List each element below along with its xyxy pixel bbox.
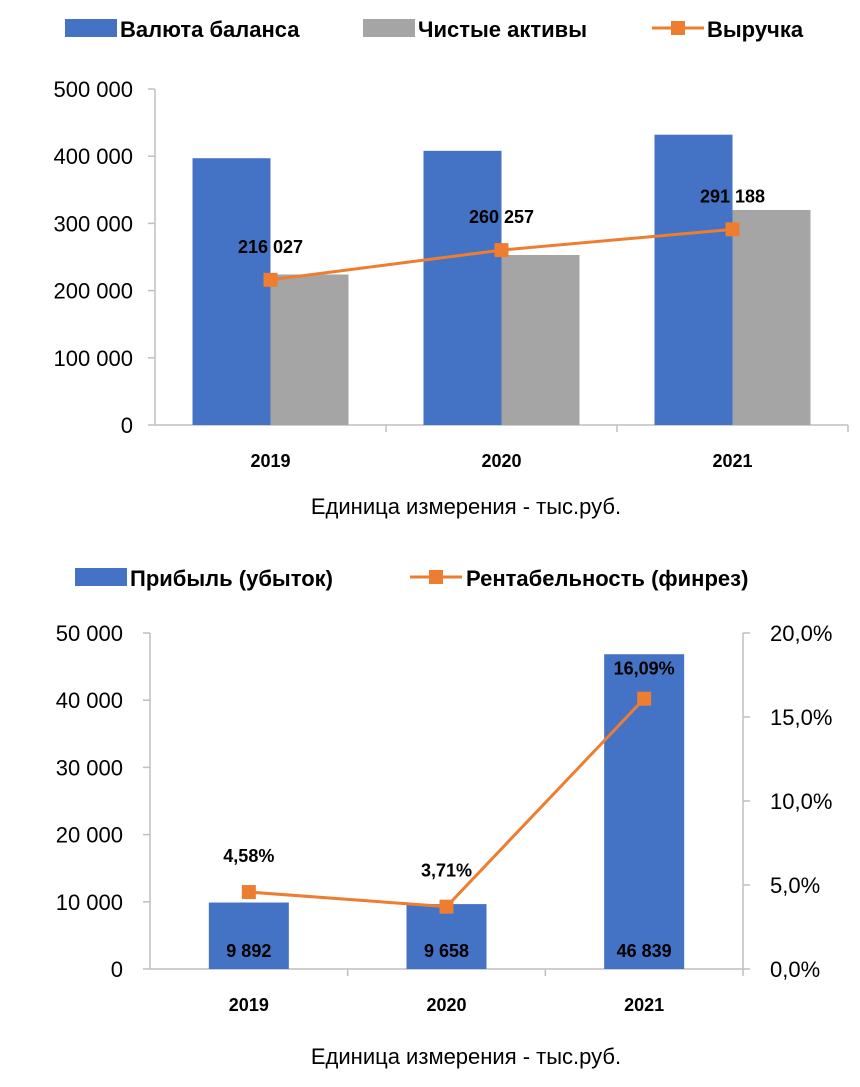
y-tick-label: 200 000	[53, 279, 133, 304]
revenue-data-label: 216 027	[238, 237, 303, 257]
profitability-data-label: 3,71%	[421, 861, 472, 881]
y-tick-label: 10 000	[56, 890, 123, 915]
y2-tick-label: 20,0%	[770, 621, 832, 646]
y-tick-label: 100 000	[53, 346, 133, 371]
chart1-x-axis-title: Единица измерения - тыс.руб.	[311, 494, 621, 519]
revenue-data-label: 291 188	[700, 186, 765, 206]
profit-data-label: 46 839	[617, 941, 672, 961]
profitability-marker	[439, 899, 454, 914]
revenue-marker	[263, 272, 278, 287]
chart2-profitability-line: 4,58% 3,71% 16,09%	[223, 659, 675, 914]
bar-profit	[604, 654, 685, 969]
profitability-marker	[241, 885, 256, 900]
bar-net-assets	[501, 254, 580, 425]
chart2-legend: Прибыль (убыток) Рентабельность (финрез)	[75, 566, 748, 591]
chart1-legend: Валюта баланса Чистые активы Выручка	[65, 17, 804, 42]
chart2-x-axis-title: Единица измерения - тыс.руб.	[311, 1044, 621, 1069]
bar-balance	[654, 134, 733, 426]
chart2-y-ticks: 0 10 000 20 000 30 000 40 000 50 000 0,0% 5,0% 1…	[56, 621, 833, 982]
y2-tick-label: 5,0%	[770, 873, 820, 898]
y2-tick-label: 10,0%	[770, 789, 832, 814]
chart2-bars: 9 892 9 658 46 839	[208, 654, 685, 969]
chart2-x-ticks: 2019 2020 2021	[229, 969, 744, 1015]
bar-balance	[423, 150, 502, 425]
legend-swatch-balance	[65, 19, 117, 37]
y-tick-label: 0	[111, 957, 123, 982]
bar-balance	[192, 158, 271, 425]
y-tick-label: 20 000	[56, 823, 123, 848]
revenue-data-label: 260 257	[469, 207, 534, 227]
y-tick-label: 30 000	[56, 755, 123, 780]
profitability-marker	[637, 691, 652, 706]
profit-data-label: 9 658	[424, 941, 469, 961]
x-tick-label: 2021	[712, 451, 752, 471]
legend-label-balance: Валюта баланса	[120, 17, 300, 42]
bar-profit	[208, 902, 289, 969]
y-tick-label: 300 000	[53, 211, 133, 236]
y2-tick-label: 0,0%	[770, 957, 820, 982]
chart-balance: Валюта баланса Чистые активы Выручка 0 10…	[53, 17, 849, 519]
bar-net-assets	[270, 274, 349, 425]
chart1-y-ticks: 0 100 000 200 000 300 000 400 000 500 000	[53, 77, 848, 438]
legend-marker-revenue	[671, 21, 685, 35]
x-tick-label: 2021	[624, 995, 664, 1015]
chart1-bars	[192, 134, 811, 426]
x-tick-label: 2019	[229, 995, 269, 1015]
y-tick-label: 50 000	[56, 621, 123, 646]
y-tick-label: 0	[121, 413, 133, 438]
y-tick-label: 500 000	[53, 77, 133, 102]
bar-profit	[406, 904, 487, 969]
legend-label-net-assets: Чистые активы	[418, 17, 587, 42]
revenue-marker	[725, 222, 740, 237]
revenue-marker	[494, 243, 509, 258]
y-tick-label: 400 000	[53, 144, 133, 169]
profit-data-label: 9 892	[226, 941, 271, 961]
profitability-data-label: 16,09%	[614, 659, 675, 679]
legend-swatch-profit	[75, 568, 127, 586]
legend-label-profit: Прибыль (убыток)	[130, 566, 333, 591]
chart-profit: Прибыль (убыток) Рентабельность (финрез)…	[56, 566, 833, 1069]
legend-marker-profitability	[429, 570, 443, 584]
chart1-revenue-line: 216 027 260 257 291 188	[238, 186, 765, 287]
legend-swatch-net-assets	[363, 19, 415, 37]
bar-net-assets	[732, 209, 811, 425]
x-tick-label: 2019	[250, 451, 290, 471]
profitability-data-label: 4,58%	[223, 846, 274, 866]
x-tick-label: 2020	[426, 995, 466, 1015]
legend-label-revenue: Выручка	[707, 17, 804, 42]
chart1-x-ticks: 2019 2020 2021	[250, 425, 849, 471]
y-tick-label: 40 000	[56, 688, 123, 713]
x-tick-label: 2020	[481, 451, 521, 471]
legend-label-profitability: Рентабельность (финрез)	[466, 566, 748, 591]
y2-tick-label: 15,0%	[770, 705, 832, 730]
